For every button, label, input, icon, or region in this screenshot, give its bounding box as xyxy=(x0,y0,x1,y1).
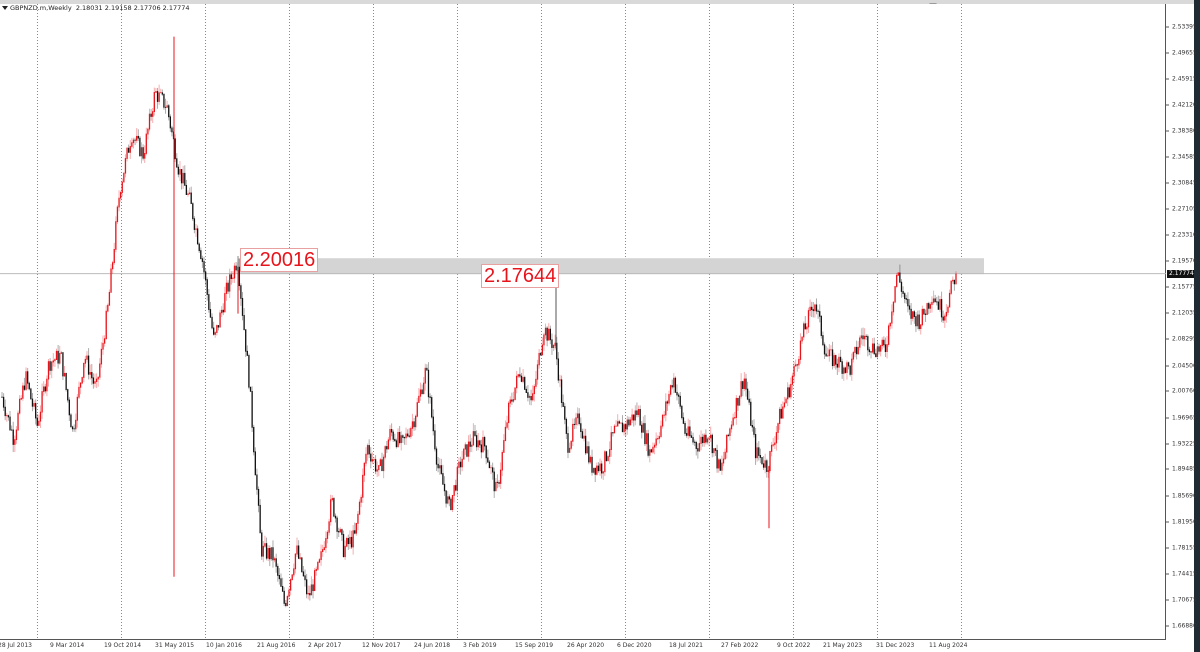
price-tick-label: 1.81950 xyxy=(1166,518,1197,525)
candles xyxy=(1,84,957,608)
date-tick-label: 28 Jul 2013 xyxy=(0,642,32,649)
symbol-name: GBPNZD.m,Weekly xyxy=(10,4,72,12)
price-tick-label: 1.70675 xyxy=(1166,596,1197,603)
date-tick-label: 18 Jul 2021 xyxy=(669,642,703,649)
price-tick-label: 1.89485 xyxy=(1166,466,1197,473)
date-tick-label: 12 Nov 2017 xyxy=(362,642,401,649)
price-tick-label: 2.53395 xyxy=(1166,24,1197,31)
price-tick-label: 1.74415 xyxy=(1166,570,1197,577)
date-tick-label: 27 Feb 2022 xyxy=(721,642,759,649)
date-tick-label: 9 Mar 2014 xyxy=(50,642,85,649)
price-tick-label: 2.08295 xyxy=(1166,336,1197,343)
price-tick-label: 2.27105 xyxy=(1166,206,1197,213)
price-tick-label: 2.19570 xyxy=(1166,258,1197,265)
date-tick-label: 26 Apr 2020 xyxy=(567,642,605,649)
date-tick-label: 15 Sep 2019 xyxy=(515,642,554,649)
window-top-border xyxy=(0,0,1200,4)
date-tick-label: 19 Oct 2014 xyxy=(104,642,142,649)
candlestick-plot[interactable] xyxy=(0,0,1166,640)
price-tick-label: 2.38380 xyxy=(1166,127,1197,134)
price-tick-label: 2.30845 xyxy=(1166,180,1197,187)
price-tick-label: 1.66880 xyxy=(1166,623,1197,630)
price-tick-label: 2.42120 xyxy=(1166,102,1197,109)
price-annotation-second[interactable]: 2.17644 xyxy=(481,264,560,288)
symbol-legend: GBPNZD.m,Weekly 2.18031 2.19158 2.17706 … xyxy=(2,4,190,12)
price-tick-label: 1.85690 xyxy=(1166,492,1197,499)
price-tick-label: 2.34585 xyxy=(1166,154,1197,161)
price-tick-label: 2.00760 xyxy=(1166,388,1197,395)
ohlc-values: 2.18031 2.19158 2.17706 2.17774 xyxy=(75,4,190,12)
date-tick-label: 31 May 2015 xyxy=(155,642,195,649)
price-tick-label: 2.04500 xyxy=(1166,362,1197,369)
price-tick-label: 1.96965 xyxy=(1166,414,1197,421)
price-tick-label: 2.23310 xyxy=(1166,232,1197,239)
date-tick-label: 6 Dec 2020 xyxy=(617,642,652,649)
price-tick-label: 1.78155 xyxy=(1166,544,1197,551)
price-tick-label: 2.15775 xyxy=(1166,284,1197,291)
date-tick-label: 9 Oct 2022 xyxy=(777,642,811,649)
price-tick-label: 1.93225 xyxy=(1166,440,1197,447)
price-annotation-high[interactable]: 2.20016 xyxy=(240,248,319,272)
date-tick-label: 3 Feb 2019 xyxy=(463,642,497,649)
price-axis[interactable] xyxy=(1166,0,1194,652)
current-price-label: 2.17774 xyxy=(1167,269,1196,278)
date-tick-label: 10 Jan 2016 xyxy=(206,642,242,649)
resistance-zone[interactable] xyxy=(238,258,984,275)
date-tick-label: 11 Aug 2024 xyxy=(929,642,968,649)
date-tick-label: 31 Dec 2023 xyxy=(876,642,915,649)
date-tick-label: 21 May 2023 xyxy=(823,642,863,649)
price-tick-label: 2.49655 xyxy=(1166,49,1197,56)
price-tick-label: 2.12035 xyxy=(1166,310,1197,317)
date-tick-label: 21 Aug 2016 xyxy=(257,642,296,649)
date-tick-label: 2 Apr 2017 xyxy=(308,642,342,649)
price-tick-label: 2.45915 xyxy=(1166,75,1197,82)
collapse-triangle-icon[interactable] xyxy=(2,6,8,10)
date-tick-label: 24 Jun 2018 xyxy=(414,642,451,649)
chart-area[interactable] xyxy=(0,4,1166,640)
window-right-edge xyxy=(1194,0,1200,652)
